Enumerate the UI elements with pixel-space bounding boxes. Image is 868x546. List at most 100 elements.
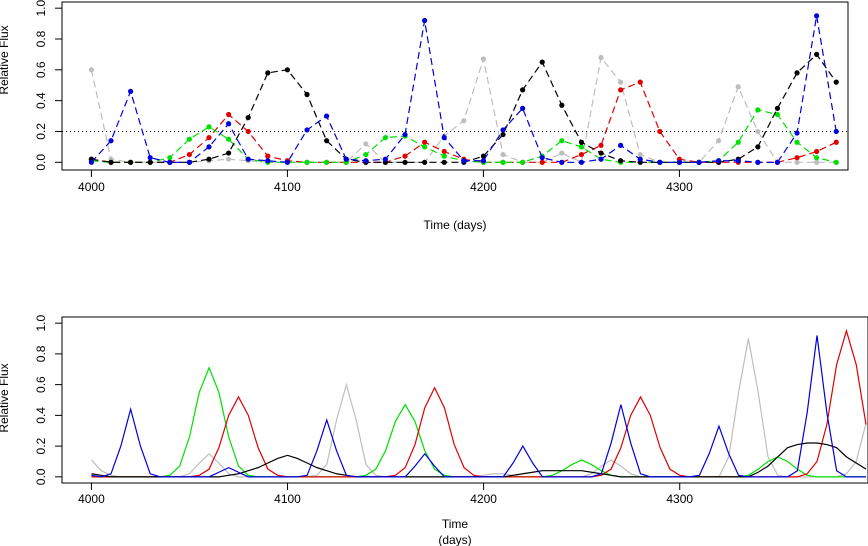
point: [304, 127, 310, 133]
point: [226, 121, 232, 127]
series-line: [90, 15, 837, 163]
y-tick-label: 1.0: [34, 0, 48, 17]
point: [833, 79, 839, 85]
point: [500, 131, 506, 138]
point: [167, 159, 173, 165]
point: [265, 70, 271, 76]
series-line: [91, 442, 867, 478]
point: [245, 156, 251, 162]
point: [637, 151, 643, 158]
point: [480, 56, 487, 62]
point: [559, 102, 565, 108]
point: [206, 135, 212, 141]
point: [814, 13, 820, 19]
point: [402, 153, 408, 159]
point: [618, 79, 624, 85]
point: [265, 153, 271, 159]
point: [637, 79, 643, 85]
point: [422, 144, 428, 150]
point: [226, 156, 232, 162]
point: [794, 130, 800, 136]
plot-area: [62, 13, 848, 165]
point: [598, 156, 604, 162]
point: [539, 155, 545, 161]
point: [774, 111, 781, 118]
series-line: [91, 335, 867, 478]
point: [578, 144, 585, 150]
x-tick-label: 4300: [666, 180, 693, 194]
point: [500, 151, 506, 158]
point: [520, 105, 526, 111]
series-line: [91, 109, 837, 163]
x-axis-label: (days): [438, 533, 471, 546]
point: [480, 153, 487, 159]
point: [343, 156, 349, 162]
point: [814, 148, 820, 155]
point: [833, 139, 839, 145]
point: [578, 139, 585, 145]
series-line: [91, 53, 837, 163]
x-tick-label: 4200: [470, 492, 497, 506]
point: [324, 138, 330, 144]
point: [520, 87, 526, 93]
y-tick-label: 1.0: [34, 314, 48, 331]
point: [382, 156, 389, 162]
point: [735, 139, 741, 145]
point: [422, 159, 428, 165]
x-tick-label: 4000: [78, 492, 105, 506]
point: [794, 159, 800, 165]
point: [814, 159, 820, 165]
point: [833, 159, 839, 165]
point: [814, 51, 820, 58]
y-tick-label: 0.4: [34, 92, 48, 109]
point: [128, 88, 134, 94]
point: [480, 158, 487, 164]
series-line: [91, 366, 867, 478]
point: [618, 158, 624, 164]
point: [186, 136, 193, 142]
point: [774, 105, 781, 111]
point: [108, 159, 114, 165]
point: [128, 159, 134, 165]
point: [578, 151, 585, 158]
point: [461, 158, 467, 164]
point: [578, 159, 585, 165]
point: [559, 138, 565, 144]
point: [696, 159, 702, 165]
point: [814, 155, 820, 161]
point: [284, 67, 291, 73]
point: [794, 139, 800, 145]
point: [559, 159, 565, 165]
point: [441, 148, 447, 155]
point: [304, 91, 310, 98]
point: [657, 128, 663, 135]
point: [88, 159, 95, 165]
x-tick-label: 4000: [78, 180, 105, 194]
point: [755, 159, 761, 165]
x-tick-label: 4100: [274, 492, 301, 506]
point: [618, 142, 624, 148]
point: [226, 150, 232, 156]
point: [108, 138, 114, 144]
point: [735, 158, 741, 164]
point: [755, 107, 761, 113]
x-axis-label: Time: [442, 517, 469, 531]
point: [716, 158, 722, 164]
point: [363, 151, 369, 158]
point: [206, 124, 212, 130]
y-axis-label: Relative Flux: [0, 25, 11, 94]
point: [676, 159, 683, 165]
point: [245, 128, 251, 135]
y-tick-label: 0.0: [34, 468, 48, 485]
point: [539, 59, 545, 65]
point: [206, 144, 212, 150]
point: [206, 156, 212, 162]
point: [520, 159, 526, 165]
point: [618, 87, 624, 93]
point: [559, 150, 565, 156]
point: [598, 142, 604, 148]
point: [539, 159, 545, 165]
point: [833, 128, 839, 135]
plot-frame: [61, 1, 849, 171]
